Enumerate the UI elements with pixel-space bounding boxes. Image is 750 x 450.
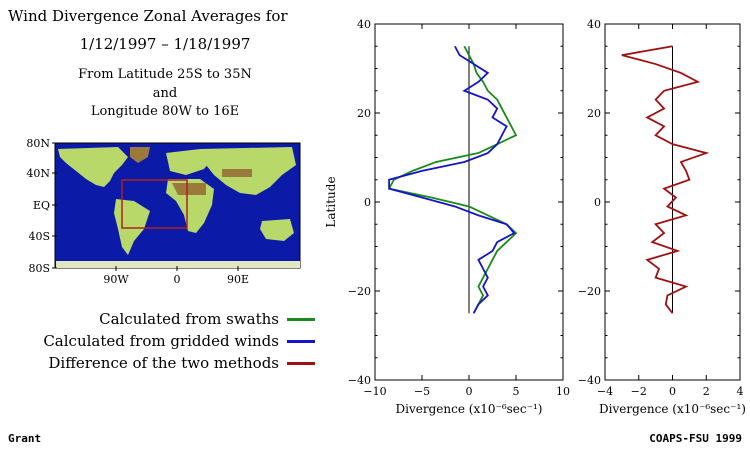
map-lat-label: 80S (28, 262, 50, 275)
legend-label: Difference of the two methods (48, 354, 279, 372)
map-lat-label: 80N (26, 137, 50, 150)
subtitle-line-3: Longitude 80W to 16E (90, 104, 240, 119)
x-tick-label: 0 (669, 385, 676, 398)
x-tick-label: 2 (703, 385, 710, 398)
legend-item: Calculated from gridded winds (43, 332, 315, 350)
map-land-sahara (172, 183, 206, 195)
y-tick-label: 40 (587, 18, 601, 31)
map-land-north-america (58, 147, 128, 187)
map-land-antarctica (56, 261, 300, 268)
y-tick-label: 20 (587, 107, 601, 120)
map-land-greenland (130, 147, 150, 163)
world-map: 80N 40N EQ 40S 80S 90W 0 90E (26, 137, 301, 285)
footer-credit: COAPS-FSU 1999 (649, 432, 742, 445)
map-lat-label: 40N (26, 167, 50, 180)
y-tick-label: 40 (357, 18, 371, 31)
x-axis-label: Divergence (x10⁻⁶sec⁻¹) (599, 402, 746, 416)
map-land-south-america (114, 199, 150, 255)
legend-item: Difference of the two methods (48, 354, 315, 372)
x-axis-label: Divergence (x10⁻⁶sec⁻¹) (396, 402, 543, 416)
series-line-1 (621, 45, 710, 314)
map-lon-label: 90E (227, 273, 249, 285)
y-tick-label: 20 (357, 107, 371, 120)
legend-swatch (287, 339, 315, 343)
x-tick-label: 10 (556, 385, 570, 398)
legend-item: Calculated from swaths (99, 310, 315, 328)
legend-label: Calculated from swaths (99, 310, 279, 328)
x-tick-label: 4 (737, 385, 744, 398)
map-lat-label: EQ (33, 199, 50, 212)
legend-swatch (287, 361, 315, 365)
map-lat-label: 40S (28, 230, 50, 243)
y-tick-label: −40 (348, 374, 371, 387)
legend-swatch (287, 317, 315, 321)
x-tick-label: −10 (363, 385, 386, 398)
y-tick-label: −20 (348, 285, 371, 298)
x-tick-label: 5 (513, 385, 520, 398)
plot-frame (604, 23, 741, 381)
footer-author: Grant (8, 432, 42, 445)
x-tick-label: −5 (414, 385, 430, 398)
title-line-1: Wind Divergence Zonal Averages for (8, 7, 288, 25)
map-land-himalaya (222, 169, 252, 177)
y-tick-label: 0 (364, 196, 371, 209)
x-tick-label: −2 (631, 385, 647, 398)
series-line-1 (387, 45, 518, 314)
chart-panel-1: −10 −5 0 5 10 −40 −20 0 20 40 Divergence (x10⁻⁶sec… (324, 18, 570, 416)
map-land-australia (260, 219, 294, 241)
x-tick-label: −4 (597, 385, 613, 398)
series-line-2 (388, 45, 516, 314)
map-lon-label: 90W (103, 273, 129, 285)
subtitle-line-1: From Latitude 25S to 35N (78, 67, 252, 82)
y-tick-label: 0 (594, 196, 601, 209)
title-line-2: 1/12/1997 – 1/18/1997 (79, 35, 251, 53)
region-box (121, 179, 188, 229)
map-lon-label: 0 (174, 273, 181, 285)
legend-label: Calculated from gridded winds (43, 332, 279, 350)
y-tick-label: −20 (578, 285, 601, 298)
x-tick-label: 0 (466, 385, 473, 398)
plot-frame (374, 23, 564, 381)
y-tick-label: −40 (578, 374, 601, 387)
subtitle-line-2: and (152, 86, 178, 101)
map-land-europe (166, 149, 212, 175)
